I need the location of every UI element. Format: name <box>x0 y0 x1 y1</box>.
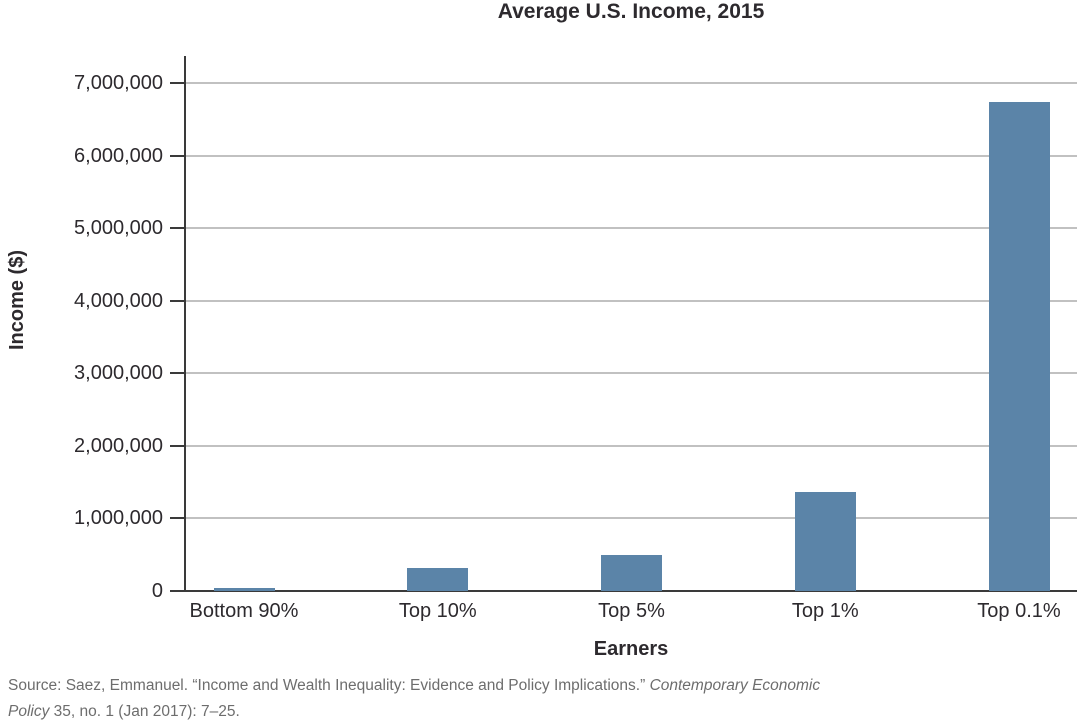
y-axis-tick <box>170 517 185 520</box>
y-axis-tick <box>170 372 185 375</box>
y-axis-tick <box>170 299 185 302</box>
gridline <box>185 299 1077 302</box>
y-axis-tick-label: 5,000,000 <box>74 217 163 240</box>
bar-top-0.1- <box>988 101 1050 591</box>
gridline <box>185 227 1077 230</box>
gridline <box>185 154 1077 157</box>
y-axis-tick <box>170 227 185 230</box>
gridline <box>185 82 1077 84</box>
x-axis-label: Bottom 90% <box>189 600 299 622</box>
gridline <box>185 372 1077 375</box>
y-axis-tick <box>170 444 185 447</box>
y-axis-tick-label: 3,000,000 <box>74 362 163 385</box>
y-axis-line <box>184 56 186 592</box>
bar-top-5- <box>601 555 662 591</box>
y-axis-tick-label: 1,000,000 <box>74 507 163 530</box>
y-axis-tick-label: 7,000,000 <box>74 72 163 94</box>
x-axis-label: Top 5% <box>598 600 665 622</box>
gridline <box>185 444 1077 447</box>
y-axis-tick <box>170 82 185 84</box>
y-axis-tick-label: 4,000,000 <box>74 289 163 312</box>
source-note-line: Policy 35, no. 1 (Jan 2017): 7–25. <box>8 703 240 720</box>
source-note: Source: Saez, Emmanuel. “Income and Weal… <box>8 673 1070 725</box>
bar-top-10- <box>407 567 469 591</box>
y-axis-tick-label: 6,000,000 <box>74 144 163 167</box>
source-note-line: Source: Saez, Emmanuel. “Income and Weal… <box>8 677 821 694</box>
y-axis-title: Income ($) <box>6 249 28 351</box>
x-axis-title: Earners <box>593 638 669 660</box>
y-axis-tick <box>170 590 185 592</box>
x-axis-label: Top 10% <box>398 600 477 622</box>
x-axis-label: Top 1% <box>791 600 859 622</box>
x-axis-label: Top 0.1% <box>977 600 1061 622</box>
gridline <box>185 517 1077 520</box>
chart-title: Average U.S. Income, 2015 <box>497 0 765 23</box>
x-axis-line <box>184 590 1077 592</box>
bar-top-1- <box>794 492 856 591</box>
y-axis-tick <box>170 154 185 157</box>
y-axis-tick-label: 0 <box>151 580 163 602</box>
y-axis-tick-label: 2,000,000 <box>74 434 163 457</box>
bar-bottom-90- <box>213 588 275 591</box>
